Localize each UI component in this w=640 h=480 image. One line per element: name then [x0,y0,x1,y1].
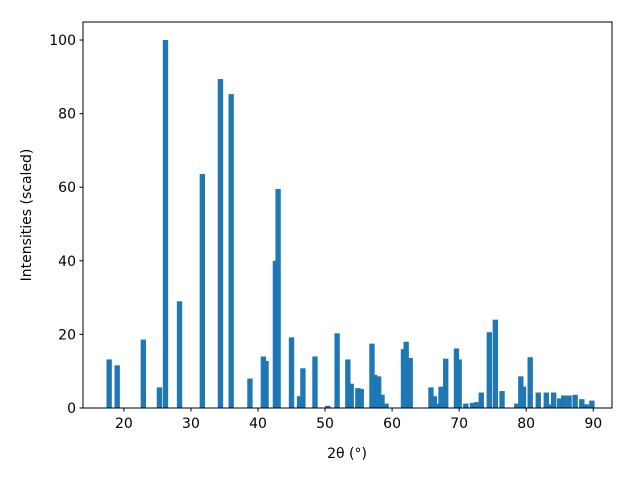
bar [428,387,434,408]
bar [550,392,557,408]
bar [547,404,553,408]
bar [140,339,147,408]
bar [199,173,206,408]
bar [217,79,224,408]
bar [247,378,253,408]
bar [275,189,281,408]
bar [379,394,385,408]
x-tick-label: 30 [182,416,200,432]
bar [557,398,563,408]
bar [358,388,364,408]
bar [348,383,354,408]
bar [486,332,492,408]
bar [106,359,112,408]
bar [407,357,413,408]
x-tick-label: 70 [450,416,468,432]
x-tick-label: 20 [115,416,133,432]
bar [543,392,549,408]
y-tick-label: 60 [58,180,76,196]
bar [520,386,527,408]
bar [478,392,484,408]
bar [176,301,183,408]
bar [431,396,438,408]
bar [473,402,480,408]
bar [114,365,120,408]
bar [438,386,444,408]
bar [456,359,462,408]
y-tick-label: 100 [49,33,76,49]
bar [375,376,382,408]
bar [535,392,541,408]
bar [579,399,585,408]
bar [403,341,409,408]
bar [514,403,520,408]
bar [566,395,572,408]
bar [561,395,567,408]
plot-frame [82,21,613,409]
bar [296,396,303,408]
bar [434,403,441,408]
bar [371,374,378,408]
bar [527,357,533,408]
x-tick-label: 60 [383,416,401,432]
x-tick-label: 50 [316,416,334,432]
x-tick-label: 40 [249,416,267,432]
bar [453,348,460,408]
x-axis-label: 2θ (°) [327,446,367,462]
bar [334,333,340,408]
bar [162,40,169,408]
bar [443,358,449,408]
y-axis-label: Intensities (scaled) [19,149,35,282]
bar [492,319,499,408]
bar [400,349,407,408]
bar [383,403,389,408]
bar [463,403,469,408]
bar [572,394,578,408]
bar [263,360,269,408]
bar [583,404,590,408]
bar [345,359,351,408]
y-tick-label: 80 [58,107,76,123]
bar [325,405,331,408]
y-tick-label: 20 [58,327,76,343]
x-tick-label: 90 [584,416,602,432]
bar [288,337,295,408]
y-tick-label: 40 [58,254,76,270]
bar [312,356,318,408]
bar [469,402,476,408]
bar [300,368,306,408]
bar [499,391,505,408]
bar [355,388,361,408]
x-tick-label: 80 [517,416,535,432]
bar [272,260,279,408]
bar [589,400,595,408]
bar [156,387,163,408]
bar [228,94,234,409]
y-tick-label: 0 [67,401,76,417]
